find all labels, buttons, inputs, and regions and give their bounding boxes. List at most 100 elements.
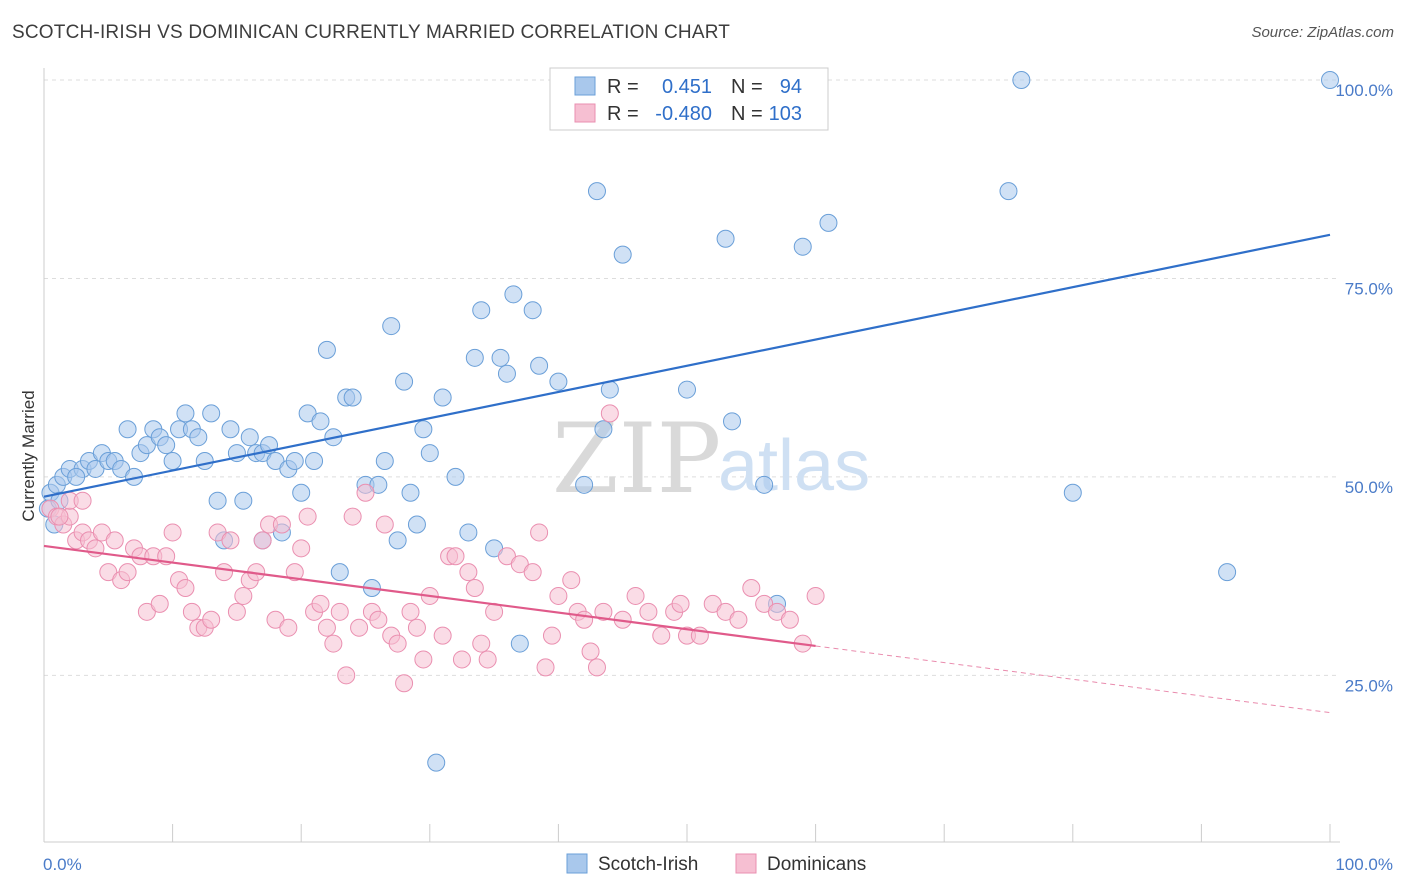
watermark-zip: ZIP [552, 403, 721, 515]
legend-n-label-2: N = [731, 103, 763, 125]
dominicans-point-52 [375, 515, 394, 534]
dominicans-point-62 [446, 547, 465, 566]
scotch-irish-point-24 [202, 404, 221, 423]
dominicans-point-38 [285, 563, 304, 582]
y-axis-label: Currently Married [19, 390, 38, 521]
bottom-legend-swatch-scotch-irish [566, 853, 588, 874]
chart-source: Source: ZipAtlas.com [1251, 24, 1394, 41]
dominicans-point-48 [350, 618, 369, 637]
scotch-irish-point-84 [999, 182, 1018, 201]
dominicans-point-60 [433, 626, 452, 645]
dominicans-point-63 [452, 650, 471, 669]
dominicans-point-15 [137, 602, 156, 621]
x-tick-label-1: 100.0% [1335, 855, 1393, 874]
dominicans-point-55 [395, 674, 414, 693]
scotch-irish-point-51 [382, 317, 401, 336]
dominicans-point-97 [780, 610, 799, 629]
dominicans-point-95 [755, 594, 774, 613]
dominicans-point-36 [272, 515, 291, 534]
scotch-irish-point-86 [1063, 483, 1082, 502]
scotch-irish-point-38 [292, 483, 311, 502]
dominicans-point-99 [806, 586, 825, 605]
watermark: ZIP atlas [552, 403, 870, 515]
scotch-irish-point-58 [427, 753, 446, 772]
scotch-irish-point-80 [755, 475, 774, 494]
bottom-legend-label-scotch-irish: Scotch-Irish [598, 854, 698, 875]
dominicans-point-56 [401, 602, 420, 621]
scotch-irish-point-41 [311, 412, 330, 431]
dominicans-point-37 [279, 618, 298, 637]
dominicans-point-17 [150, 594, 169, 613]
scotch-irish-point-11 [118, 420, 137, 439]
legend-n-label-1: N = [731, 76, 763, 98]
dominicans-point-64 [459, 563, 478, 582]
trend-lines [43, 233, 1331, 714]
tick-labels: 25.0% 50.0% 75.0% 100.0% 0.0% 100.0% [43, 81, 1393, 874]
dominicans-point-9 [99, 563, 118, 582]
dominicans-point-57 [407, 618, 426, 637]
legend-n-value-1: 94 [780, 76, 802, 98]
scotch-irish-point-34 [266, 452, 285, 470]
trend-line-scotch-irish [43, 233, 1331, 498]
scotch-irish-point-74 [594, 420, 613, 439]
scotch-irish-point-76 [613, 245, 632, 264]
scotch-irish-point-55 [407, 515, 426, 534]
scotch-irish-point-18 [163, 452, 182, 470]
dominicans-point-25 [202, 610, 221, 629]
scotch-irish-point-40 [305, 452, 324, 470]
scotch-irish-point-44 [330, 563, 349, 582]
legend-box: R = 0.451 N = 94 R = -0.480 N = 103 [549, 67, 829, 131]
dominicans-point-85 [639, 602, 658, 621]
scotch-irish-point-25 [208, 491, 227, 510]
legend-swatch-scotch-irish [574, 76, 596, 96]
dominicans-point-84 [626, 586, 645, 605]
dominicans-point-67 [478, 650, 497, 669]
trend-line-dominicans-extrapolated [815, 645, 1331, 714]
dominicans-point-93 [729, 610, 748, 629]
scotch-irish-point-23 [195, 452, 214, 470]
dominicans-point-81 [594, 602, 613, 621]
legend-r-label-1: R = [607, 76, 639, 98]
dominicans-point-22 [182, 602, 201, 621]
dominicans-point-58 [414, 650, 433, 669]
dominicans-point-70 [510, 555, 529, 574]
scotch-irish-point-37 [285, 452, 304, 470]
dominicans-point-72 [530, 523, 549, 542]
dominicans-point-12 [118, 563, 137, 582]
dominicans-point-42 [311, 594, 330, 613]
scotch-irish-point-72 [575, 475, 594, 494]
dominicans-point-101 [73, 491, 92, 510]
legend-r-value-2: -0.480 [655, 103, 712, 125]
dominicans-point-102 [50, 507, 69, 526]
y-tick-label-3: 100.0% [1335, 81, 1393, 100]
scotch-irish-point-10 [112, 459, 131, 478]
dominicans-point-40 [298, 507, 317, 526]
dominicans-point-65 [465, 579, 484, 597]
scotch-irish-point-70 [530, 356, 549, 375]
y-tick-label-1: 50.0% [1345, 478, 1393, 497]
dominicans-point-92 [716, 602, 735, 621]
scotch-irish-point-88 [1321, 71, 1339, 89]
scotch-irish-point-6 [86, 459, 105, 478]
scotch-irish-point-14 [137, 436, 156, 455]
dominicans-point-47 [343, 507, 362, 526]
dominicans-point-82 [600, 404, 619, 423]
scotch-irish-point-71 [549, 372, 568, 391]
scotch-irish-point-52 [388, 531, 407, 550]
bottom-legend-label-dominicans: Dominicans [767, 854, 866, 875]
scotch-irish-point-79 [723, 412, 742, 431]
scotch-irish-point-54 [401, 483, 420, 502]
scotch-irish-point-64 [485, 539, 504, 558]
dominicans-point-66 [472, 634, 491, 653]
dominicans-point-69 [497, 547, 516, 566]
dominicans-point-30 [234, 586, 253, 605]
scotch-irish-point-20 [176, 404, 195, 423]
dominicans-point-49 [356, 483, 375, 502]
scotch-irish-point-57 [420, 444, 439, 463]
dominicans-point-71 [523, 563, 542, 582]
scotch-irish-point-77 [678, 380, 696, 399]
scotch-irish-point-67 [504, 285, 523, 304]
dominicans-point-86 [652, 626, 671, 645]
dominicans-point-78 [575, 610, 594, 629]
scotch-irish-point-62 [465, 348, 484, 367]
